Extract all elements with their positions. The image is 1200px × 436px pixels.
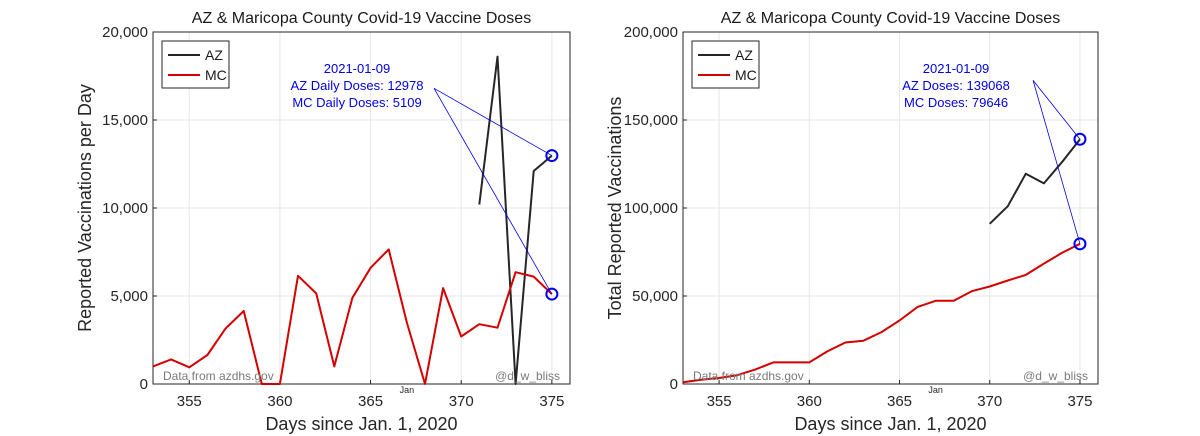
annotation-line: 2021-01-09: [923, 61, 990, 76]
jan-marker: Jan: [400, 385, 415, 395]
annotation-line: 2021-01-09: [324, 61, 391, 76]
annotation-marker: [545, 287, 559, 301]
annotation-text: 2021-01-09 AZ Daily Doses: 12978 MC Daily …: [291, 61, 424, 110]
x-tick-label: 365: [358, 393, 383, 410]
x-axis-label: Days since Jan. 1, 2020: [265, 414, 457, 434]
series-line-az: [478, 55, 553, 385]
jan-marker: Jan: [928, 385, 943, 395]
data-source-note: Data from azdhs.gov: [163, 369, 274, 383]
legend-label-az: AZ: [205, 47, 223, 63]
annotation-label: 2021-01-09 AZ Daily Doses: 12978 MC Daily …: [291, 61, 424, 110]
daily-chart: 355 360 365 370 375 0 5,000 10,000 15,000 20,000 J…: [75, 10, 571, 434]
annotation-line: AZ Daily Doses: 12978: [291, 78, 424, 93]
x-tick-label: 375: [1067, 393, 1092, 410]
annotation-marker: [1073, 237, 1087, 251]
x-tick-label: 365: [887, 393, 912, 410]
y-tick-label: 50,000: [632, 288, 678, 305]
y-axis-label: Reported Vaccinations per Day: [75, 84, 95, 332]
annotation-label: 2021-01-09 AZ Doses: 139068 MC Doses: 7964…: [902, 61, 1010, 110]
y-tick-label: 200,000: [624, 24, 678, 41]
legend-box: [691, 40, 760, 89]
annotation-marker: [545, 149, 559, 163]
y-tick-label: 15,000: [102, 112, 148, 129]
annotation-line: MC Doses: 79646: [904, 95, 1008, 110]
x-axis-label: Days since Jan. 1, 2020: [794, 414, 986, 434]
legend-label-mc: MC: [735, 67, 757, 83]
legend: AZ MC: [691, 40, 760, 89]
legend: AZ MC: [161, 40, 230, 89]
author-credit: @d_w_bliss: [1023, 369, 1088, 383]
y-axis-label: Total Reported Vaccinations: [605, 97, 625, 320]
author-credit: @d_w_bliss: [495, 369, 560, 383]
x-tick-label: 355: [707, 393, 732, 410]
y-tick-label: 0: [670, 376, 678, 393]
annotation-leader-line: [1032, 80, 1081, 244]
series-line-az: [989, 138, 1081, 225]
annotation-leader-line: [433, 87, 553, 156]
chart-title: AZ & Maricopa County Covid-19 Vaccine Do…: [192, 10, 531, 27]
y-tick-label: 100,000: [624, 200, 678, 217]
chart-title: AZ & Maricopa County Covid-19 Vaccine Do…: [721, 10, 1060, 27]
legend-label-mc: MC: [205, 67, 227, 83]
legend-label-az: AZ: [735, 47, 753, 63]
y-tick-label: 20,000: [102, 24, 148, 41]
y-tick-label: 150,000: [624, 112, 678, 129]
total-chart: 355 360 365 370 375 0 50,000 100,000 150,000 200,…: [605, 10, 1099, 434]
y-tick-label: 0: [140, 376, 148, 393]
annotation-text: 2021-01-09 AZ Doses: 139068 MC Doses: 7964…: [902, 61, 1010, 110]
x-tick-label: 375: [539, 393, 564, 410]
y-tick-label: 10,000: [102, 200, 148, 217]
series-line-mc: [682, 242, 1081, 384]
x-tick-label: 355: [177, 393, 202, 410]
data-source-note: Data from azdhs.gov: [693, 369, 804, 383]
x-tick-label: 370: [449, 393, 474, 410]
annotation-leader-line: [1032, 80, 1081, 140]
x-tick-label: 370: [977, 393, 1002, 410]
y-tick-label: 5,000: [110, 288, 148, 305]
annotation-line: AZ Doses: 139068: [902, 78, 1010, 93]
series-line-mc: [152, 248, 553, 385]
annotation-leader-line: [433, 88, 553, 295]
x-tick-label: 360: [267, 393, 292, 410]
legend-box: [161, 40, 230, 89]
x-tick-label: 360: [797, 393, 822, 410]
annotation-line: MC Daily Doses: 5109: [292, 95, 421, 110]
annotation-marker: [1073, 132, 1087, 146]
